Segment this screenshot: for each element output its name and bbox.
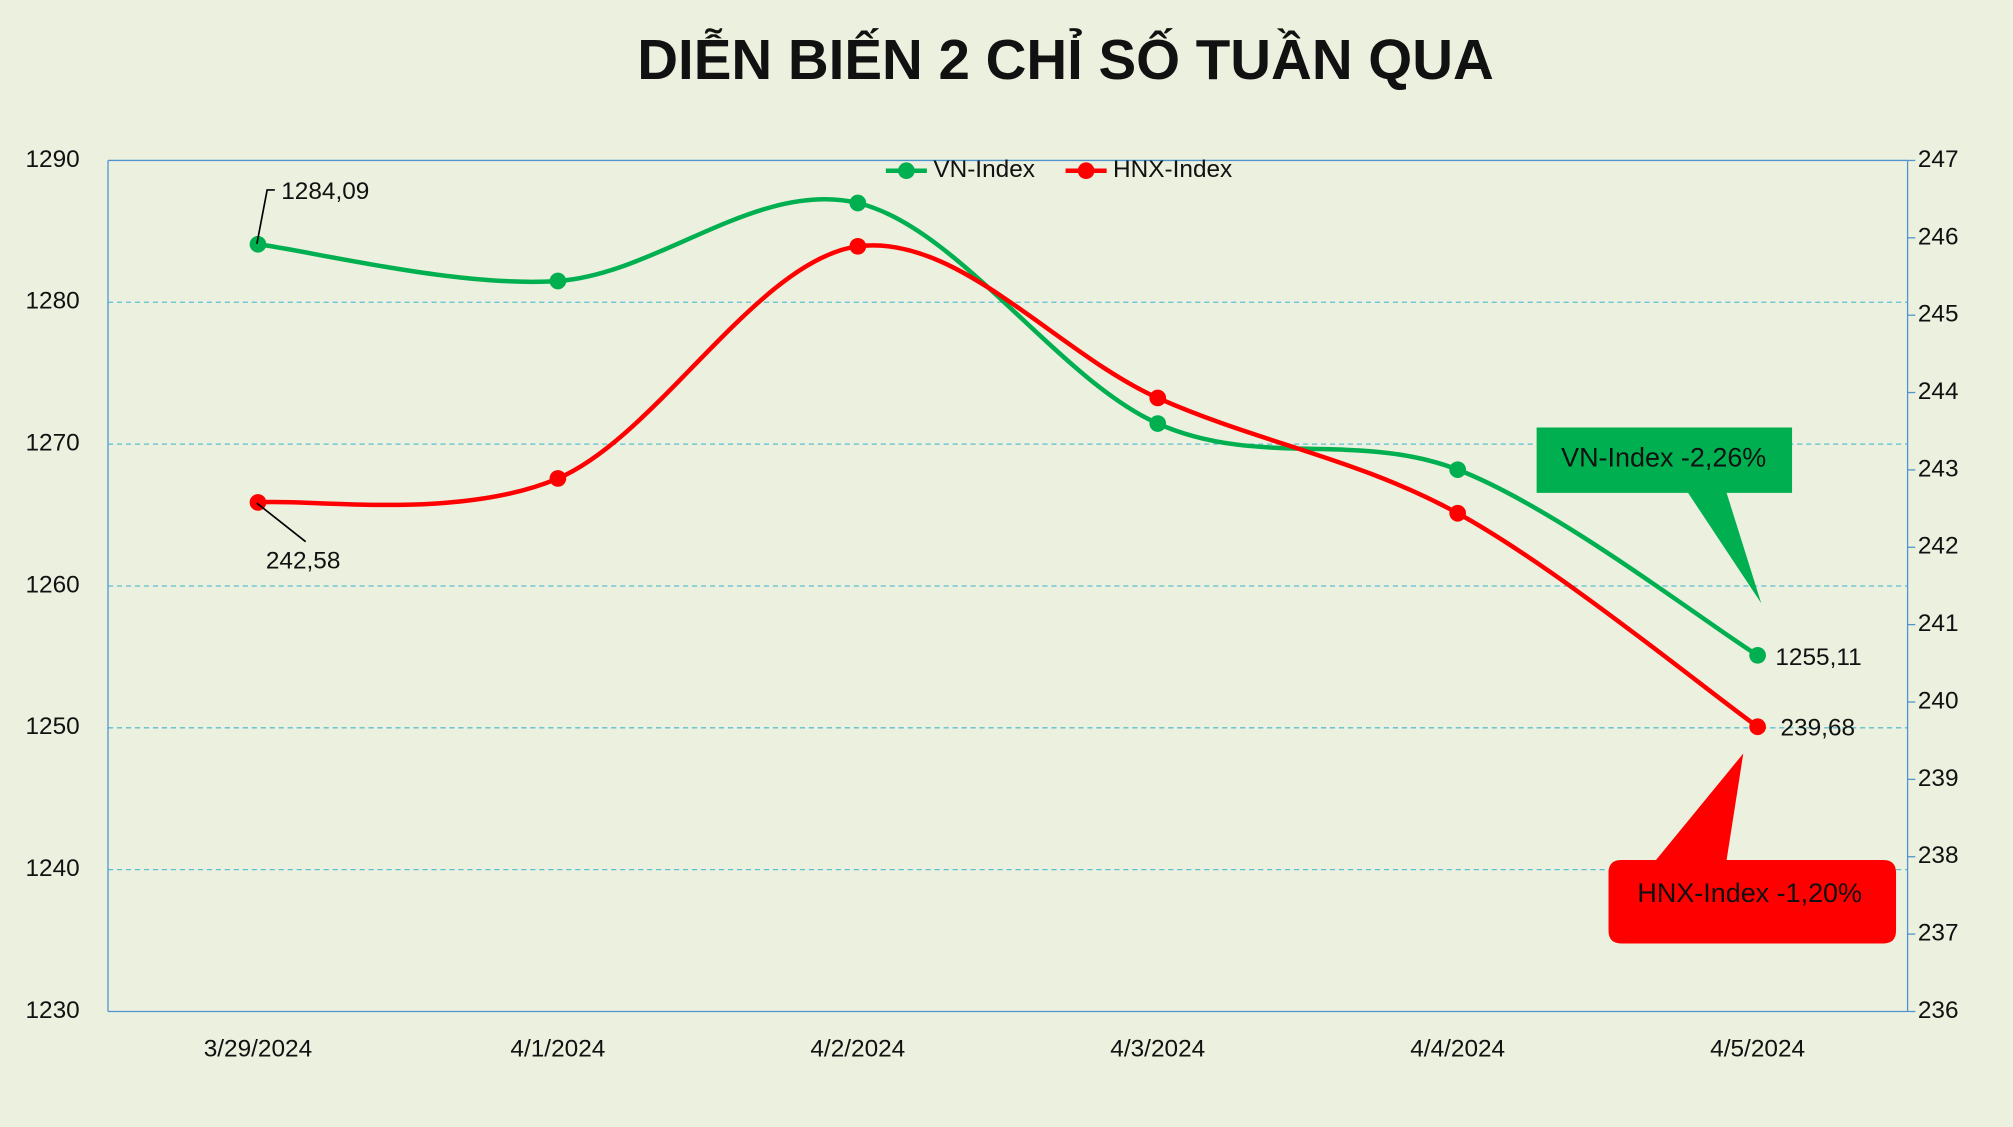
marker — [549, 470, 567, 487]
y2-tick-label: 242 — [1918, 533, 1959, 560]
marker — [849, 237, 867, 255]
callout-box — [1608, 753, 1897, 944]
x-tick-label: 4/5/2024 — [1710, 1035, 1805, 1062]
y-tick-label: 1230 — [26, 997, 80, 1024]
series-line — [257, 196, 1759, 658]
y2-tick-label: 245 — [1918, 301, 1959, 328]
callout-box — [1536, 427, 1793, 604]
marker — [1149, 415, 1167, 432]
y-tick-label: 1270 — [26, 430, 80, 457]
y2-tick-label: 241 — [1918, 610, 1959, 637]
leader-line — [256, 502, 307, 543]
x-tick-label: 4/3/2024 — [1110, 1035, 1205, 1062]
y2-tick-label: 240 — [1918, 687, 1959, 714]
series-line — [257, 243, 1759, 729]
y-tick-label: 1250 — [26, 713, 80, 740]
callout-text: VN-Index -2,26% — [1561, 443, 1766, 473]
y-tick-label: 1260 — [26, 571, 80, 598]
value-label: 242,58 — [266, 548, 341, 575]
y2-tick-label: 243 — [1918, 455, 1959, 482]
legend-label: HNX-Index — [1113, 156, 1232, 183]
marker — [1449, 461, 1467, 478]
marker — [1749, 718, 1766, 736]
leader-line — [256, 189, 275, 245]
marker — [849, 194, 867, 212]
y-tick-label: 1290 — [26, 146, 80, 173]
marker — [1449, 504, 1467, 522]
y2-tick-label: 239 — [1918, 765, 1959, 792]
marker — [1749, 646, 1766, 664]
chart-title: DIỄN BIẾN 2 CHỈ SỐ TUẦN QUA — [637, 27, 1494, 91]
value-label: 239,68 — [1781, 715, 1856, 742]
x-tick-label: 4/4/2024 — [1410, 1035, 1505, 1062]
marker — [549, 272, 567, 290]
y2-tick-label: 244 — [1918, 378, 1959, 405]
marker — [1149, 389, 1167, 407]
legend-marker — [898, 162, 915, 180]
marker — [249, 235, 267, 253]
legend-label: VN-Index — [933, 156, 1035, 183]
y-tick-label: 1240 — [26, 855, 80, 882]
y2-tick-label: 246 — [1918, 223, 1959, 250]
y2-tick-label: 236 — [1918, 997, 1959, 1024]
value-label: 1284,09 — [281, 178, 369, 205]
value-label: 1255,11 — [1775, 644, 1861, 671]
y-tick-label: 1280 — [26, 288, 80, 315]
legend-marker — [1077, 162, 1095, 180]
y2-tick-label: 247 — [1918, 146, 1959, 173]
x-tick-label: 3/29/2024 — [204, 1035, 312, 1062]
y2-tick-label: 238 — [1918, 842, 1959, 869]
callout-text: HNX-Index -1,20% — [1637, 878, 1862, 908]
x-tick-label: 4/1/2024 — [510, 1035, 605, 1062]
x-tick-label: 4/2/2024 — [810, 1035, 905, 1062]
y2-tick-label: 237 — [1918, 920, 1959, 947]
